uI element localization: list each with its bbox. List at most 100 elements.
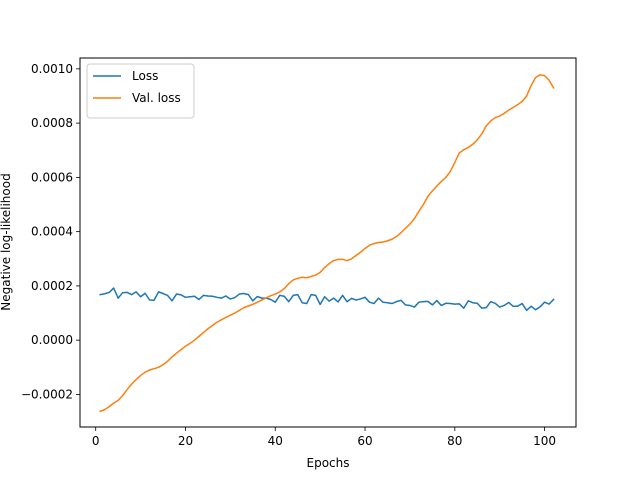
data-point xyxy=(243,292,245,295)
data-point xyxy=(386,240,389,242)
data-point xyxy=(157,291,160,293)
data-point xyxy=(404,304,407,306)
data-point xyxy=(431,190,433,192)
data-point xyxy=(319,271,321,273)
data-point xyxy=(104,409,106,411)
data-point xyxy=(234,312,236,314)
data-point xyxy=(216,296,218,298)
data-point xyxy=(445,176,447,178)
data-point xyxy=(171,300,173,302)
y-tick-label: 0.0008 xyxy=(31,116,73,130)
data-point xyxy=(333,260,335,262)
data-point xyxy=(454,161,456,164)
data-point xyxy=(490,301,492,303)
data-point xyxy=(350,297,353,299)
data-point xyxy=(113,287,115,289)
data-point xyxy=(359,298,362,300)
data-point xyxy=(319,303,321,305)
y-tick-label: 0.0010 xyxy=(31,62,73,76)
data-point xyxy=(256,301,258,303)
data-point xyxy=(247,305,249,307)
data-point xyxy=(346,260,348,262)
x-axis: 0 20 40 60 80 100 xyxy=(92,427,556,448)
data-point xyxy=(364,247,366,250)
data-point xyxy=(279,291,281,293)
data-point xyxy=(198,335,200,337)
data-point xyxy=(413,218,416,220)
data-point xyxy=(180,294,182,296)
y-tick-label: 0.0002 xyxy=(31,279,73,293)
data-point xyxy=(521,100,523,103)
data-point xyxy=(530,305,532,307)
data-point xyxy=(427,195,429,197)
data-point xyxy=(539,306,541,308)
data-point xyxy=(472,302,474,304)
data-point xyxy=(422,203,424,206)
data-point xyxy=(481,307,483,309)
x-tick-label: 60 xyxy=(357,434,372,448)
data-point xyxy=(162,364,164,366)
data-point xyxy=(292,294,294,297)
data-point xyxy=(265,297,267,299)
data-point xyxy=(499,306,501,308)
data-point xyxy=(436,299,438,302)
data-point xyxy=(166,294,169,297)
data-point xyxy=(99,293,101,296)
data-point xyxy=(476,302,478,304)
data-point xyxy=(108,291,110,294)
y-axis: −0.0002 0.0000 0.0002 0.0004 0.0006 0.0008 0.0… xyxy=(21,62,80,401)
data-point xyxy=(135,378,137,381)
data-point xyxy=(144,292,146,294)
data-point xyxy=(108,406,110,408)
data-point xyxy=(126,388,128,391)
data-point xyxy=(436,185,438,187)
series-1 xyxy=(99,287,555,312)
data-point xyxy=(301,302,303,304)
data-point xyxy=(328,263,330,265)
data-point xyxy=(243,307,245,309)
data-point xyxy=(454,303,456,305)
data-point xyxy=(512,106,514,108)
data-point xyxy=(476,139,478,141)
data-point xyxy=(238,309,240,311)
y-tick-label: −0.0002 xyxy=(21,387,73,401)
data-point xyxy=(463,307,465,309)
data-point xyxy=(373,302,375,305)
data-point xyxy=(189,342,191,345)
data-point xyxy=(422,301,424,303)
data-point xyxy=(391,238,393,240)
data-point xyxy=(355,299,357,301)
data-point xyxy=(122,292,124,294)
x-axis-label: Epochs xyxy=(307,456,350,470)
data-point xyxy=(301,276,303,278)
data-point xyxy=(485,307,487,309)
data-point xyxy=(530,85,532,87)
data-point xyxy=(270,298,272,301)
data-point xyxy=(543,301,546,303)
data-point xyxy=(274,293,276,295)
data-point xyxy=(148,369,151,371)
data-point xyxy=(238,293,240,295)
data-point xyxy=(364,296,366,298)
data-point xyxy=(386,302,389,304)
data-point xyxy=(337,258,339,260)
data-point xyxy=(220,297,222,299)
data-point xyxy=(315,274,317,276)
data-point xyxy=(409,223,411,225)
data-point xyxy=(270,295,272,297)
data-point xyxy=(418,301,420,303)
data-point xyxy=(207,328,209,330)
data-point xyxy=(543,75,546,77)
data-point xyxy=(494,117,496,119)
data-point xyxy=(144,371,146,373)
data-point xyxy=(131,293,133,296)
data-point xyxy=(140,296,142,298)
data-point xyxy=(517,104,519,106)
x-tick-label: 80 xyxy=(447,434,462,448)
data-point xyxy=(503,304,505,307)
data-point xyxy=(279,294,281,297)
data-point xyxy=(180,349,182,351)
legend: Loss Val. loss xyxy=(86,63,195,119)
data-point xyxy=(467,146,469,149)
